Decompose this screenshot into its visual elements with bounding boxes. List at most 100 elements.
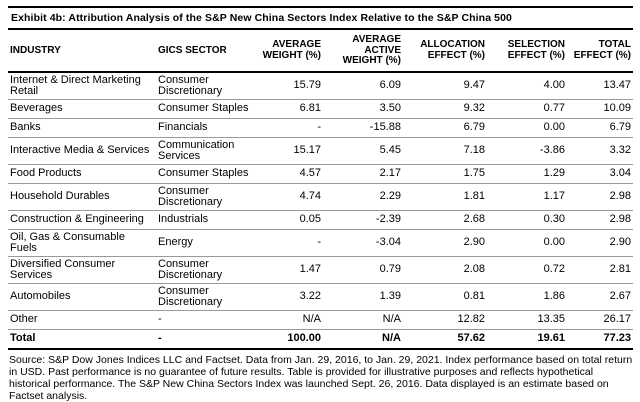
cell-total_effect: 2.90 bbox=[567, 229, 633, 256]
cell-avg_weight: 100.00 bbox=[256, 329, 323, 349]
cell-avg_weight: 3.22 bbox=[256, 283, 323, 310]
cell-selection_effect: 13.35 bbox=[487, 310, 567, 329]
cell-gics_sector: Financials bbox=[156, 118, 256, 137]
cell-avg_active_weight: 2.29 bbox=[323, 183, 403, 210]
cell-allocation_effect: 9.47 bbox=[403, 72, 487, 100]
cell-avg_weight: - bbox=[256, 118, 323, 137]
cell-total_effect: 2.81 bbox=[567, 256, 633, 283]
cell-allocation_effect: 7.18 bbox=[403, 137, 487, 164]
cell-gics_sector: Industrials bbox=[156, 210, 256, 229]
cell-gics_sector: Consumer Discretionary bbox=[156, 256, 256, 283]
cell-avg_active_weight: -2.39 bbox=[323, 210, 403, 229]
cell-industry: Banks bbox=[8, 118, 156, 137]
cell-allocation_effect: 6.79 bbox=[403, 118, 487, 137]
cell-total_effect: 2.67 bbox=[567, 283, 633, 310]
cell-allocation_effect: 2.08 bbox=[403, 256, 487, 283]
column-header-gics_sector: GICS SECTOR bbox=[156, 30, 256, 72]
cell-avg_active_weight: 2.17 bbox=[323, 164, 403, 183]
cell-avg_active_weight: 5.45 bbox=[323, 137, 403, 164]
cell-total_effect: 2.98 bbox=[567, 183, 633, 210]
cell-gics_sector: - bbox=[156, 329, 256, 349]
cell-avg_active_weight: N/A bbox=[323, 310, 403, 329]
cell-gics_sector: Energy bbox=[156, 229, 256, 256]
cell-total_effect: 3.32 bbox=[567, 137, 633, 164]
cell-selection_effect: 19.61 bbox=[487, 329, 567, 349]
cell-avg_weight: - bbox=[256, 229, 323, 256]
cell-gics_sector: Consumer Staples bbox=[156, 164, 256, 183]
cell-allocation_effect: 2.68 bbox=[403, 210, 487, 229]
cell-industry: Household Durables bbox=[8, 183, 156, 210]
cell-allocation_effect: 1.81 bbox=[403, 183, 487, 210]
cell-selection_effect: 0.30 bbox=[487, 210, 567, 229]
cell-total_effect: 2.98 bbox=[567, 210, 633, 229]
cell-total_effect: 10.09 bbox=[567, 99, 633, 118]
cell-avg_weight: 6.81 bbox=[256, 99, 323, 118]
cell-avg_weight: 15.17 bbox=[256, 137, 323, 164]
cell-gics_sector: Communication Services bbox=[156, 137, 256, 164]
cell-total_effect: 6.79 bbox=[567, 118, 633, 137]
cell-industry: Internet & Direct Marketing Retail bbox=[8, 72, 156, 100]
cell-avg_weight: 15.79 bbox=[256, 72, 323, 100]
cell-allocation_effect: 12.82 bbox=[403, 310, 487, 329]
cell-allocation_effect: 9.32 bbox=[403, 99, 487, 118]
cell-allocation_effect: 2.90 bbox=[403, 229, 487, 256]
cell-avg_active_weight: -3.04 bbox=[323, 229, 403, 256]
cell-selection_effect: 4.00 bbox=[487, 72, 567, 100]
cell-industry: Food Products bbox=[8, 164, 156, 183]
cell-industry: Oil, Gas & Consumable Fuels bbox=[8, 229, 156, 256]
cell-gics_sector: Consumer Discretionary bbox=[156, 72, 256, 100]
cell-industry: Beverages bbox=[8, 99, 156, 118]
cell-allocation_effect: 1.75 bbox=[403, 164, 487, 183]
cell-avg_active_weight: 1.39 bbox=[323, 283, 403, 310]
cell-selection_effect: 1.29 bbox=[487, 164, 567, 183]
cell-selection_effect: -3.86 bbox=[487, 137, 567, 164]
column-header-avg_active_weight: AVERAGE ACTIVE WEIGHT (%) bbox=[323, 30, 403, 72]
cell-selection_effect: 0.00 bbox=[487, 229, 567, 256]
column-header-avg_weight: AVERAGE WEIGHT (%) bbox=[256, 30, 323, 72]
cell-total_effect: 26.17 bbox=[567, 310, 633, 329]
cell-industry: Total bbox=[8, 329, 156, 349]
cell-selection_effect: 0.77 bbox=[487, 99, 567, 118]
cell-avg_active_weight: 3.50 bbox=[323, 99, 403, 118]
cell-industry: Automobiles bbox=[8, 283, 156, 310]
cell-selection_effect: 1.86 bbox=[487, 283, 567, 310]
column-header-total_effect: TOTAL EFFECT (%) bbox=[567, 30, 633, 72]
cell-avg_active_weight: 6.09 bbox=[323, 72, 403, 100]
cell-gics_sector: Consumer Staples bbox=[156, 99, 256, 118]
column-header-selection_effect: SELECTION EFFECT (%) bbox=[487, 30, 567, 72]
cell-total_effect: 3.04 bbox=[567, 164, 633, 183]
cell-avg_weight: N/A bbox=[256, 310, 323, 329]
cell-avg_weight: 1.47 bbox=[256, 256, 323, 283]
cell-gics_sector: Consumer Discretionary bbox=[156, 183, 256, 210]
cell-selection_effect: 0.72 bbox=[487, 256, 567, 283]
cell-avg_active_weight: 0.79 bbox=[323, 256, 403, 283]
exhibit-title: Exhibit 4b: Attribution Analysis of the … bbox=[8, 8, 633, 28]
cell-avg_active_weight: -15.88 bbox=[323, 118, 403, 137]
cell-industry: Other bbox=[8, 310, 156, 329]
cell-industry: Construction & Engineering bbox=[8, 210, 156, 229]
cell-allocation_effect: 0.81 bbox=[403, 283, 487, 310]
cell-avg_weight: 4.57 bbox=[256, 164, 323, 183]
cell-industry: Diversified Consumer Services bbox=[8, 256, 156, 283]
column-header-allocation_effect: ALLOCATION EFFECT (%) bbox=[403, 30, 487, 72]
cell-allocation_effect: 57.62 bbox=[403, 329, 487, 349]
source-footnote: Source: S&P Dow Jones Indices LLC and Fa… bbox=[8, 350, 636, 402]
cell-selection_effect: 0.00 bbox=[487, 118, 567, 137]
